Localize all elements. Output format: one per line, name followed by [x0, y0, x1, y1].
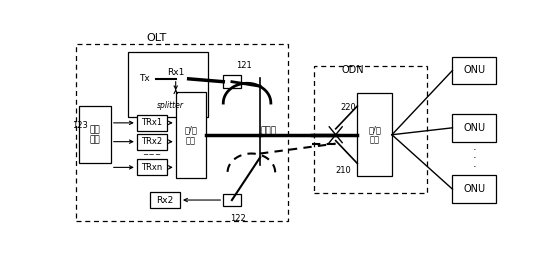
Text: ONU: ONU [463, 184, 485, 194]
Bar [137, 134, 167, 150]
Text: 121: 121 [236, 61, 252, 70]
Text: ODN: ODN [341, 66, 364, 75]
Bar [76, 44, 288, 221]
Bar [453, 114, 496, 142]
Text: 220: 220 [340, 103, 356, 112]
Bar [128, 52, 208, 117]
Text: 光开关: 光开关 [261, 126, 277, 135]
Text: 合/分
波器: 合/分 波器 [368, 125, 381, 144]
Text: TRx1: TRx1 [141, 118, 162, 127]
Bar [150, 192, 180, 208]
Bar [137, 159, 167, 175]
Bar [132, 61, 156, 96]
Text: 122: 122 [230, 214, 246, 223]
Text: ONU: ONU [463, 66, 485, 75]
Bar [165, 60, 186, 86]
Bar [176, 92, 206, 178]
Text: ·
·
·: · · · [472, 145, 476, 172]
Bar [357, 93, 392, 176]
Text: ONU: ONU [463, 123, 485, 133]
Bar [79, 106, 111, 163]
Text: splitter: splitter [157, 100, 184, 109]
Text: 123: 123 [72, 121, 88, 130]
Bar [223, 75, 240, 88]
Text: Rx2: Rx2 [156, 196, 174, 205]
Bar [314, 67, 426, 193]
Text: 合/分
波器: 合/分 波器 [184, 126, 198, 145]
Text: Tx: Tx [139, 74, 150, 83]
Bar [453, 175, 496, 203]
Text: OLT: OLT [146, 33, 166, 43]
Text: Rx1: Rx1 [167, 68, 184, 77]
Text: TRxn: TRxn [141, 163, 162, 172]
Text: TRx2: TRx2 [141, 137, 162, 146]
Text: 处理
模块: 处理 模块 [89, 125, 100, 144]
Text: ─ ─ ─: ─ ─ ─ [143, 152, 161, 158]
Bar [223, 194, 240, 206]
Bar [453, 57, 496, 84]
Text: 210: 210 [336, 166, 352, 175]
Bar [137, 115, 167, 131]
